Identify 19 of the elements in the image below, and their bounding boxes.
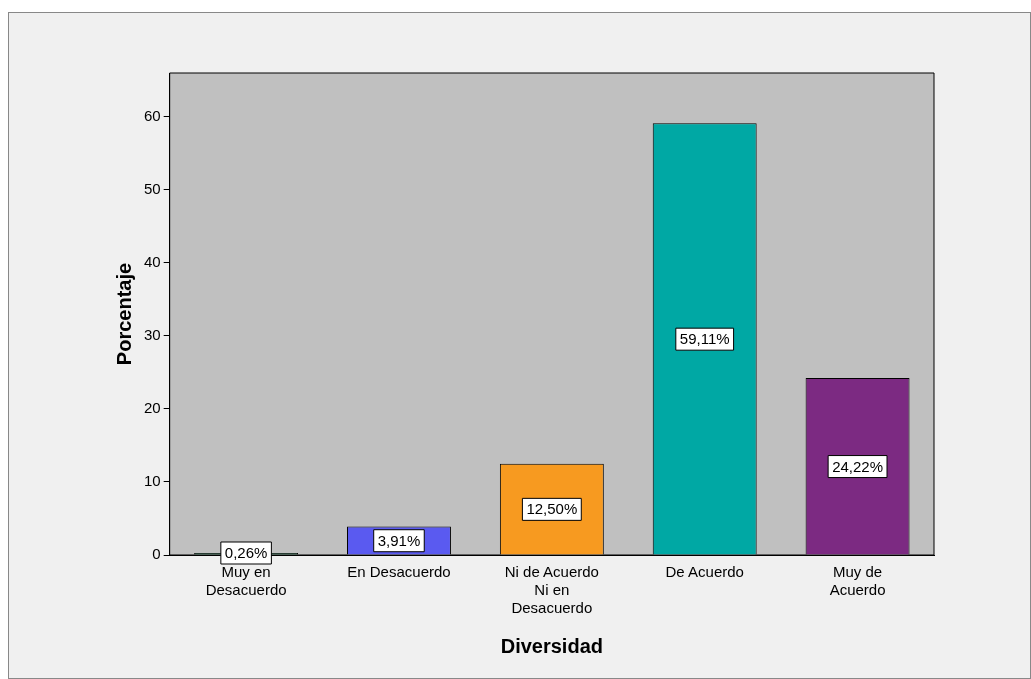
x-tick-label: Muy en Desacuerdo [205, 563, 287, 599]
y-tick-label: 50 [144, 179, 161, 197]
x-tick-label: Muy de Acuerdo [829, 563, 886, 599]
data-label: 3,91% [377, 531, 421, 549]
y-tick-label: 0 [152, 545, 161, 563]
x-tick-label: De Acuerdo [665, 563, 744, 581]
x-tick-label: Ni de Acuerdo Ni en Desacuerdo [504, 563, 599, 617]
data-label: 59,11% [679, 330, 730, 348]
y-tick-label: 30 [144, 326, 161, 344]
y-tick-label: 40 [144, 253, 161, 271]
data-label: 24,22% [832, 457, 884, 475]
y-tick-label: 20 [144, 399, 161, 417]
data-label: 12,50% [526, 500, 578, 518]
x-tick-label: En Desacuerdo [347, 563, 451, 581]
data-label: 0,26% [224, 544, 268, 562]
y-axis-title: Porcentaje [112, 262, 135, 366]
y-tick-label: 60 [144, 106, 161, 124]
x-axis-title: Diversidad [500, 634, 603, 657]
y-tick-label: 10 [144, 472, 161, 490]
